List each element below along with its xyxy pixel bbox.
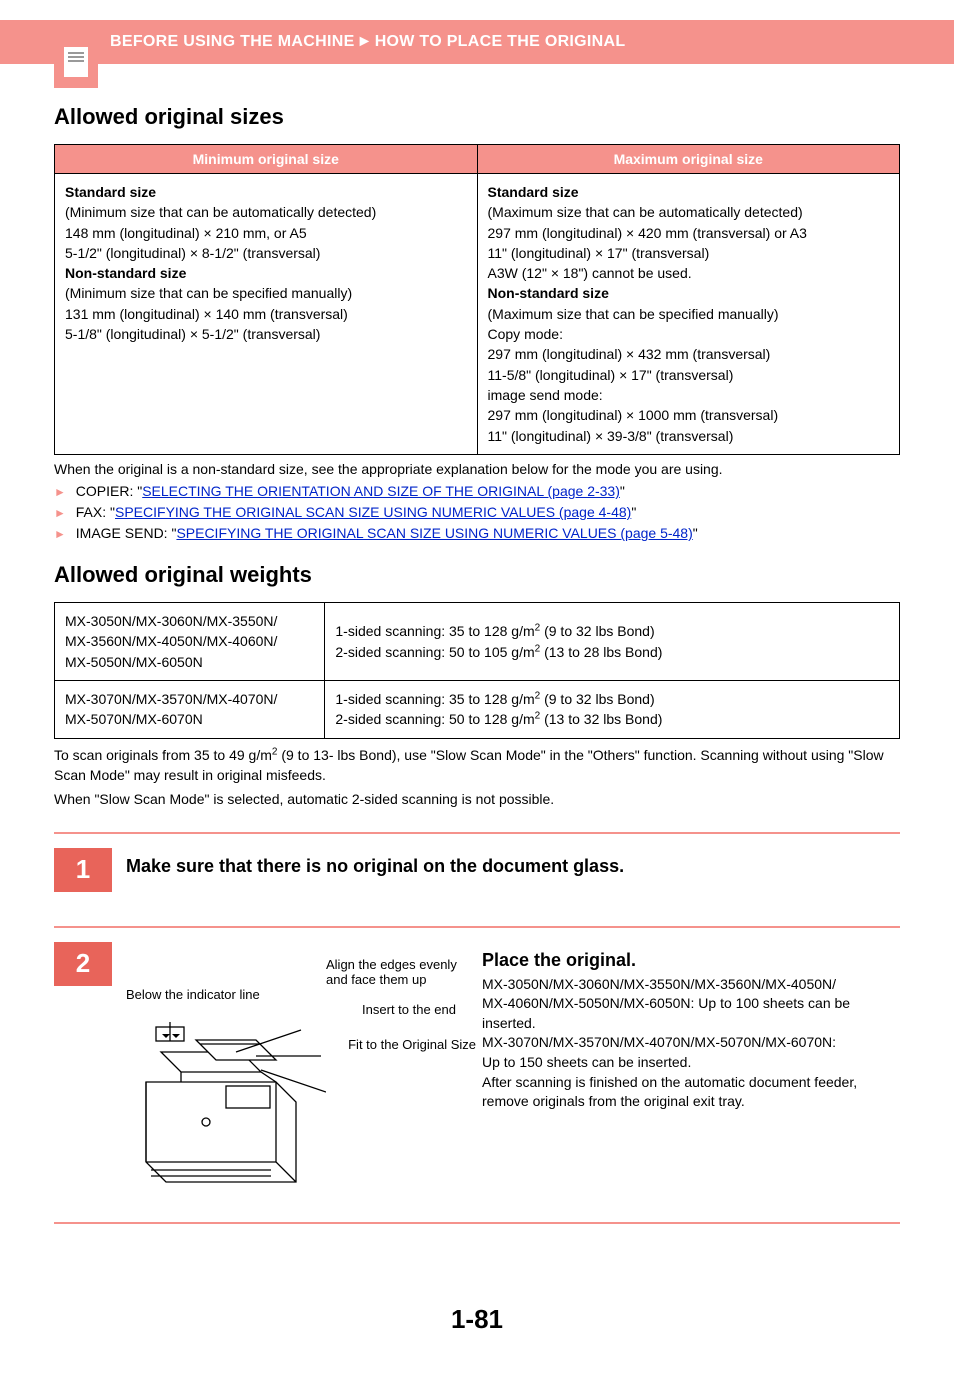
- list-item: ► FAX: "SPECIFYING THE ORIGINAL SCAN SIZ…: [54, 502, 900, 523]
- th-min: Minimum original size: [55, 145, 478, 174]
- weights-cell: 1-sided scanning: 35 to 128 g/m2 (9 to 3…: [325, 681, 900, 739]
- td-min: Standard size (Minimum size that can be …: [55, 174, 478, 455]
- callout-insert: Insert to the end: [362, 1002, 456, 1017]
- td-max: Standard size (Maximum size that can be …: [477, 174, 900, 455]
- divider: [54, 926, 900, 928]
- callout-align: Align the edges evenly and face them up: [326, 957, 466, 987]
- step-number: 2: [54, 942, 112, 986]
- page-number: 1-81: [54, 1304, 900, 1375]
- step-1-title: Make sure that there is no original on t…: [126, 856, 900, 877]
- reference-links: ► COPIER: "SELECTING THE ORIENTATION AND…: [54, 481, 900, 544]
- triangle-icon: ►: [54, 485, 66, 499]
- step-2-title: Place the original.: [482, 950, 900, 971]
- list-item: ► COPIER: "SELECTING THE ORIENTATION AND…: [54, 481, 900, 502]
- th-max: Maximum original size: [477, 145, 900, 174]
- breadcrumb-left: BEFORE USING THE MACHINE: [110, 33, 355, 50]
- breadcrumb-right: HOW TO PLACE THE ORIGINAL: [375, 33, 626, 50]
- original-weight-table: MX-3050N/MX-3060N/MX-3550N/ MX-3560N/MX-…: [54, 602, 900, 738]
- callout-below: Below the indicator line: [126, 987, 260, 1002]
- models-cell: MX-3050N/MX-3060N/MX-3550N/ MX-3560N/MX-…: [55, 603, 325, 681]
- step-number: 1: [54, 848, 112, 892]
- list-item: ► IMAGE SEND: "SPECIFYING THE ORIGINAL S…: [54, 523, 900, 544]
- weight-note-1: To scan originals from 35 to 49 g/m2 (9 …: [54, 745, 900, 786]
- breadcrumb: BEFORE USING THE MACHINE►HOW TO PLACE TH…: [0, 20, 954, 64]
- chevron-right-icon: ►: [357, 33, 373, 50]
- divider: [54, 832, 900, 834]
- printer-diagram-icon: [126, 1022, 326, 1192]
- divider: [54, 1222, 900, 1224]
- callout-fit: Fit to the Original Size: [348, 1037, 476, 1052]
- section-title-weights: Allowed original weights: [54, 562, 900, 588]
- weights-cell: 1-sided scanning: 35 to 128 g/m2 (9 to 3…: [325, 603, 900, 681]
- triangle-icon: ►: [54, 506, 66, 520]
- models-cell: MX-3070N/MX-3570N/MX-4070N/ MX-5070N/MX-…: [55, 681, 325, 739]
- original-size-table: Minimum original size Maximum original s…: [54, 144, 900, 455]
- triangle-icon: ►: [54, 527, 66, 541]
- section-title-sizes: Allowed original sizes: [54, 104, 900, 130]
- step2-body: MX-3050N/MX-3060N/MX-3550N/MX-3560N/MX-4…: [482, 975, 900, 1112]
- weight-note-2: When "Slow Scan Mode" is selected, autom…: [54, 789, 900, 809]
- step-2: 2 Below the indicator line Align the edg…: [54, 942, 900, 1192]
- copier-link[interactable]: SELECTING THE ORIENTATION AND SIZE OF TH…: [142, 483, 620, 499]
- fax-link[interactable]: SPECIFYING THE ORIGINAL SCAN SIZE USING …: [115, 504, 631, 520]
- imagesend-link[interactable]: SPECIFYING THE ORIGINAL SCAN SIZE USING …: [176, 525, 692, 541]
- header-doc-icon: [54, 36, 98, 88]
- size-note: When the original is a non-standard size…: [54, 459, 900, 479]
- step-1: 1 Make sure that there is no original on…: [54, 848, 900, 892]
